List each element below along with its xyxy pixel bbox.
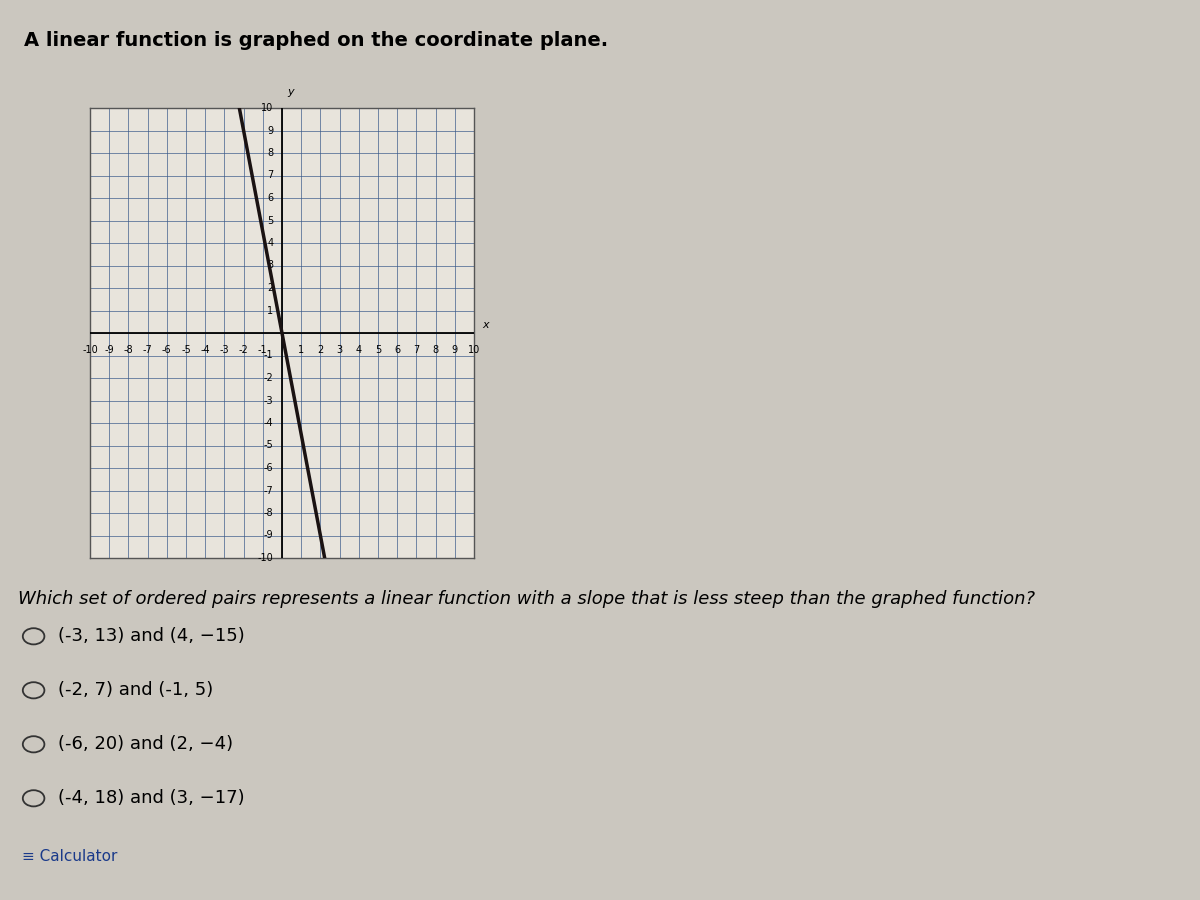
Text: (-3, 13) and (4, −15): (-3, 13) and (4, −15) (58, 627, 245, 645)
Text: 7: 7 (268, 170, 274, 181)
Text: 8: 8 (268, 148, 274, 158)
Text: 9: 9 (268, 125, 274, 136)
Text: 6: 6 (268, 193, 274, 203)
Text: 10: 10 (262, 103, 274, 113)
Text: -10: -10 (82, 346, 98, 356)
Text: 3: 3 (268, 260, 274, 271)
Text: -1: -1 (258, 346, 268, 356)
Text: 10: 10 (468, 346, 480, 356)
Text: -8: -8 (124, 346, 133, 356)
Text: y: y (287, 87, 294, 97)
Text: 4: 4 (355, 346, 362, 356)
Text: -3: -3 (264, 395, 274, 406)
Text: x: x (482, 320, 488, 329)
Text: -4: -4 (200, 346, 210, 356)
Text: -8: -8 (264, 508, 274, 518)
Text: -7: -7 (264, 485, 274, 496)
Text: (-6, 20) and (2, −4): (-6, 20) and (2, −4) (58, 735, 233, 753)
Text: 9: 9 (451, 346, 458, 356)
Text: (-4, 18) and (3, −17): (-4, 18) and (3, −17) (58, 789, 245, 807)
Text: 6: 6 (394, 346, 401, 356)
Text: 2: 2 (317, 346, 324, 356)
Text: -6: -6 (162, 346, 172, 356)
Text: -9: -9 (104, 346, 114, 356)
Text: 5: 5 (268, 215, 274, 226)
Text: -6: -6 (264, 463, 274, 473)
Text: 4: 4 (268, 238, 274, 248)
Text: -4: -4 (264, 418, 274, 428)
Text: -5: -5 (181, 346, 191, 356)
Text: A linear function is graphed on the coordinate plane.: A linear function is graphed on the coor… (24, 32, 608, 50)
Text: 5: 5 (374, 346, 382, 356)
Text: -7: -7 (143, 346, 152, 356)
Text: -10: -10 (258, 553, 274, 563)
Text: 7: 7 (413, 346, 420, 356)
Text: -3: -3 (220, 346, 229, 356)
Text: (-2, 7) and (-1, 5): (-2, 7) and (-1, 5) (58, 681, 212, 699)
Text: -1: -1 (264, 350, 274, 361)
Text: Which set of ordered pairs represents a linear function with a slope that is les: Which set of ordered pairs represents a … (18, 590, 1034, 608)
Text: 1: 1 (268, 305, 274, 316)
Text: -5: -5 (264, 440, 274, 451)
Text: 8: 8 (432, 346, 439, 356)
Text: -9: -9 (264, 530, 274, 541)
Text: 2: 2 (268, 283, 274, 293)
Text: 3: 3 (336, 346, 343, 356)
Text: ≡ Calculator: ≡ Calculator (22, 850, 116, 864)
Text: -2: -2 (264, 373, 274, 383)
Text: 1: 1 (298, 346, 305, 356)
Text: -2: -2 (239, 346, 248, 356)
